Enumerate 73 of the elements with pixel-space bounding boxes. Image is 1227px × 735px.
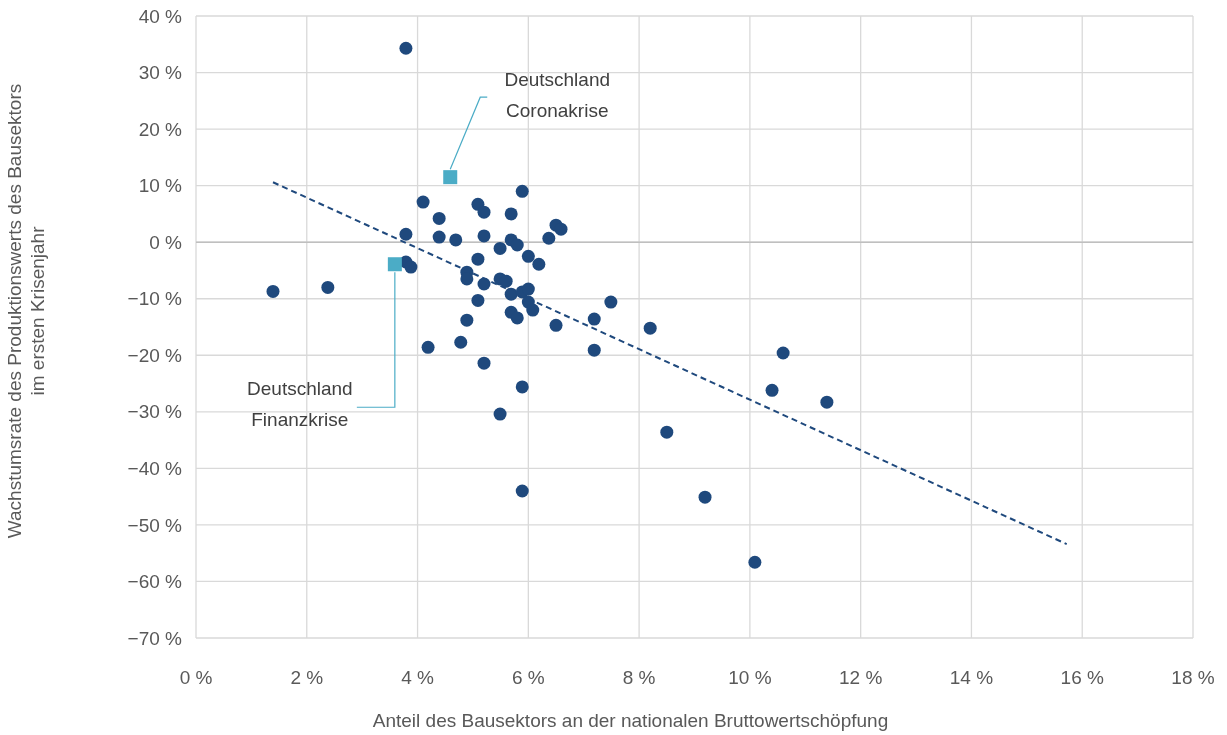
point bbox=[554, 222, 568, 236]
point bbox=[587, 343, 601, 357]
point bbox=[587, 312, 601, 326]
point bbox=[549, 318, 563, 332]
point bbox=[515, 484, 529, 498]
point bbox=[532, 257, 546, 271]
y-axis-title: Wachstumsrate des Produktionswerts des Bausektors im ersten Krisenjahr bbox=[3, 83, 49, 539]
y-tick-label: −60 % bbox=[127, 571, 183, 593]
annotation: Deutschland Coronakrise bbox=[504, 69, 611, 121]
x-tick-label: 16 % bbox=[1060, 667, 1104, 688]
point bbox=[493, 241, 507, 255]
point bbox=[504, 287, 518, 301]
x-axis-title: Anteil des Bausektors an der nationalen Bruttowertschöpfung bbox=[372, 710, 889, 731]
point bbox=[477, 356, 491, 370]
point bbox=[471, 252, 485, 266]
point bbox=[643, 321, 657, 335]
point bbox=[387, 257, 402, 272]
y-tick-label: −20 % bbox=[127, 344, 183, 366]
point bbox=[515, 380, 529, 394]
x-tick-label: 12 % bbox=[839, 667, 883, 688]
point bbox=[477, 229, 491, 243]
point bbox=[432, 211, 446, 225]
point bbox=[454, 335, 468, 349]
y-tick-label: −40 % bbox=[127, 458, 183, 480]
point bbox=[477, 205, 491, 219]
y-tick-label: −50 % bbox=[127, 514, 183, 536]
point bbox=[416, 195, 430, 209]
point bbox=[399, 41, 413, 55]
point bbox=[443, 170, 458, 185]
point bbox=[321, 280, 335, 294]
point bbox=[499, 274, 513, 288]
x-tick-label: 6 % bbox=[511, 667, 545, 688]
point bbox=[460, 313, 474, 327]
point bbox=[493, 407, 507, 421]
y-tick-label: 20 % bbox=[138, 118, 183, 140]
point bbox=[504, 207, 518, 221]
point bbox=[776, 346, 790, 360]
point bbox=[449, 233, 463, 247]
point bbox=[421, 340, 435, 354]
point bbox=[515, 184, 529, 198]
x-tick-label: 8 % bbox=[622, 667, 656, 688]
point bbox=[510, 238, 524, 252]
y-tick-label: −30 % bbox=[127, 401, 183, 423]
point bbox=[660, 425, 674, 439]
x-tick-label: 4 % bbox=[401, 667, 435, 688]
point bbox=[432, 230, 446, 244]
point bbox=[521, 282, 535, 296]
x-tick-label: 18 % bbox=[1171, 667, 1215, 688]
x-tick-label: 0 % bbox=[179, 667, 213, 688]
y-tick-label: −10 % bbox=[127, 288, 183, 310]
y-tick-label: 10 % bbox=[138, 175, 183, 197]
y-tick-label: 40 % bbox=[138, 5, 183, 27]
point bbox=[542, 231, 556, 245]
point bbox=[477, 277, 491, 291]
x-tick-label: 2 % bbox=[290, 667, 324, 688]
y-tick-label: −70 % bbox=[127, 627, 183, 649]
point bbox=[399, 227, 413, 241]
annotation: Deutschland Finanzkrise bbox=[247, 378, 353, 430]
point bbox=[471, 293, 485, 307]
point bbox=[820, 395, 834, 409]
point bbox=[748, 555, 762, 569]
y-tick-label: 30 % bbox=[138, 62, 183, 84]
point bbox=[510, 311, 524, 325]
point bbox=[404, 260, 418, 274]
y-tick-label: 0 % bbox=[149, 231, 183, 253]
x-tick-label: 10 % bbox=[728, 667, 772, 688]
point bbox=[526, 303, 540, 317]
point bbox=[698, 490, 712, 504]
point bbox=[521, 249, 535, 263]
point bbox=[604, 295, 618, 309]
x-tick-label: 14 % bbox=[949, 667, 994, 688]
point bbox=[266, 284, 280, 298]
point bbox=[765, 383, 779, 397]
